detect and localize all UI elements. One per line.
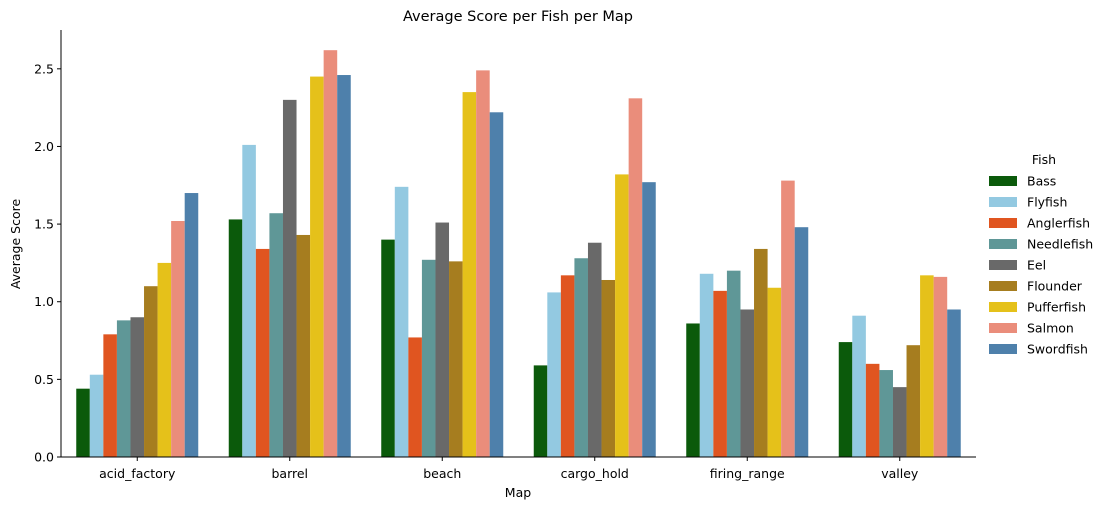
- bar-swordfish-firing_range: [794, 227, 809, 457]
- legend-label-salmon: Salmon: [1027, 321, 1074, 336]
- x-tick-label: barrel: [271, 466, 308, 481]
- y-axis-label: Average Score: [8, 199, 23, 290]
- legend-label-flounder: Flounder: [1027, 279, 1083, 294]
- bar-flounder-beach: [449, 261, 463, 457]
- legend-swatch-swordfish: [989, 344, 1017, 354]
- bar-pufferfish-beach: [462, 92, 477, 458]
- legend-label-pufferfish: Pufferfish: [1027, 300, 1086, 315]
- y-tick-label: 1.0: [34, 294, 54, 309]
- x-axis: acid_factory barrel beach cargo_hold firing_…: [61, 456, 976, 481]
- bar-flounder-barrel: [296, 234, 311, 457]
- legend-label-flyfish: Flyfish: [1027, 195, 1067, 210]
- bar-bass-cargo_hold: [533, 365, 548, 457]
- bar-flounder-cargo_hold: [601, 279, 616, 457]
- bar-pufferfish-acid_factory: [157, 262, 172, 457]
- bar-bass-firing_range: [686, 323, 700, 457]
- bar-flounder-acid_factory: [144, 286, 158, 457]
- bar-salmon-firing_range: [781, 180, 795, 458]
- legend-swatch-flyfish: [989, 197, 1017, 207]
- bar-anglerfish-cargo_hold: [560, 275, 575, 457]
- x-tick-label: valley: [881, 466, 919, 481]
- bar-eel-firing_range: [740, 309, 755, 457]
- bar-flyfish-firing_range: [699, 273, 714, 457]
- y-tick-label: 0.5: [34, 372, 54, 387]
- bar-pufferfish-valley: [920, 275, 934, 457]
- bar-swordfish-beach: [489, 112, 504, 457]
- bar-flyfish-acid_factory: [89, 374, 104, 457]
- bar-bass-valley: [838, 342, 853, 457]
- legend-swatch-bass: [989, 176, 1017, 186]
- x-tick-label: beach: [423, 466, 461, 481]
- bar-anglerfish-valley: [865, 363, 880, 457]
- bar-eel-valley: [892, 387, 907, 457]
- chart-title: Average Score per Fish per Map: [403, 9, 633, 25]
- legend-label-bass: Bass: [1027, 174, 1056, 189]
- x-tick-label: cargo_hold: [561, 466, 629, 481]
- bar-flyfish-cargo_hold: [547, 292, 561, 457]
- bar-salmon-acid_factory: [171, 220, 185, 457]
- bar-pufferfish-firing_range: [767, 287, 782, 457]
- bar-flounder-valley: [906, 345, 921, 457]
- x-axis-label: Map: [505, 485, 531, 500]
- bar-anglerfish-barrel: [255, 248, 270, 457]
- bar-flyfish-beach: [394, 186, 409, 457]
- legend-label-needlefish: Needlefish: [1027, 237, 1093, 252]
- bar-needlefish-valley: [879, 370, 893, 457]
- bar-needlefish-firing_range: [726, 270, 741, 457]
- bar-needlefish-cargo_hold: [574, 258, 588, 457]
- legend-label-eel: Eel: [1027, 258, 1046, 273]
- bar-swordfish-barrel: [337, 75, 351, 457]
- bar-salmon-beach: [476, 70, 490, 458]
- bar-flounder-firing_range: [754, 248, 768, 457]
- bar-eel-cargo_hold: [587, 242, 602, 457]
- legend-label-anglerfish: Anglerfish: [1027, 216, 1090, 231]
- y-tick-label: 2.5: [34, 61, 54, 76]
- y-tick-label: 1.5: [34, 217, 54, 232]
- legend-swatch-salmon: [989, 323, 1017, 333]
- bar-swordfish-cargo_hold: [642, 182, 656, 458]
- bar-salmon-barrel: [323, 50, 338, 457]
- legend-swatch-eel: [989, 260, 1017, 270]
- x-tick-label: acid_factory: [99, 466, 176, 481]
- bar-needlefish-beach: [421, 259, 436, 457]
- bar-bass-barrel: [228, 219, 243, 457]
- bars-layer: [76, 50, 961, 458]
- bar-salmon-cargo_hold: [628, 98, 643, 457]
- bar-pufferfish-barrel: [310, 76, 324, 457]
- bar-eel-barrel: [282, 99, 297, 458]
- bar-anglerfish-firing_range: [713, 290, 727, 457]
- bar-eel-acid_factory: [130, 317, 145, 457]
- bar-pufferfish-cargo_hold: [615, 174, 629, 457]
- bar-anglerfish-beach: [408, 337, 422, 457]
- legend-title: Fish: [1032, 152, 1056, 167]
- x-tick-label: firing_range: [710, 466, 785, 481]
- legend-swatch-pufferfish: [989, 302, 1017, 312]
- bar-salmon-valley: [933, 276, 948, 457]
- bar-swordfish-acid_factory: [184, 193, 199, 458]
- legend: Fish Bass Flyfish Anglerfish Needlefish Eel F…: [989, 152, 1093, 357]
- bar-bass-acid_factory: [76, 388, 90, 457]
- bar-swordfish-valley: [947, 309, 961, 457]
- legend-swatch-flounder: [989, 281, 1017, 291]
- bar-needlefish-acid_factory: [116, 320, 131, 457]
- y-tick-label: 2.0: [34, 139, 54, 154]
- legend-swatch-anglerfish: [989, 218, 1017, 228]
- y-tick-label: 0.0: [34, 450, 54, 465]
- y-axis: 0.0 0.5 1.0 1.5 2.0 2.5: [34, 30, 62, 465]
- bar-needlefish-barrel: [269, 213, 283, 457]
- bar-anglerfish-acid_factory: [103, 334, 117, 457]
- bar-flyfish-valley: [852, 315, 866, 457]
- legend-label-swordfish: Swordfish: [1027, 342, 1088, 357]
- bar-eel-beach: [435, 222, 450, 457]
- bar-bass-beach: [381, 239, 395, 457]
- legend-swatch-needlefish: [989, 239, 1017, 249]
- bar-flyfish-barrel: [242, 144, 256, 457]
